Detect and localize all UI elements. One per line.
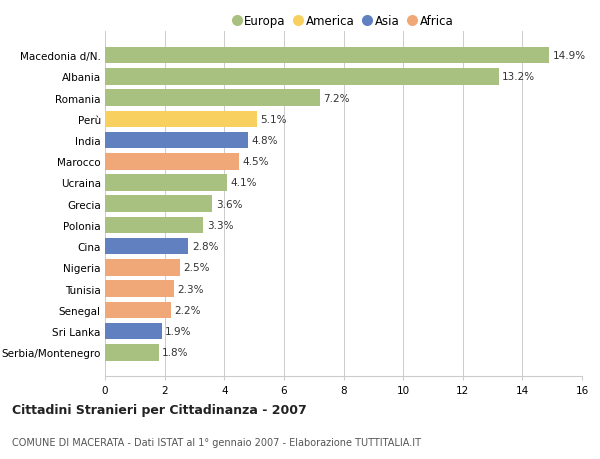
Text: 4.8%: 4.8% (251, 136, 278, 146)
Bar (105, 238, 188, 255)
Text: 14.9%: 14.9% (553, 51, 586, 61)
Bar (105, 259, 179, 276)
Text: 7.2%: 7.2% (323, 93, 350, 103)
Bar (105, 175, 227, 191)
Text: 4.1%: 4.1% (231, 178, 257, 188)
Bar (105, 69, 499, 85)
Bar (105, 217, 203, 234)
Legend: Europa, America, Asia, Africa: Europa, America, Asia, Africa (229, 11, 458, 33)
Bar (105, 111, 257, 128)
Bar (105, 344, 158, 361)
Text: COMUNE DI MACERATA - Dati ISTAT al 1° gennaio 2007 - Elaborazione TUTTITALIA.IT: COMUNE DI MACERATA - Dati ISTAT al 1° ge… (12, 437, 421, 447)
Text: 3.6%: 3.6% (216, 199, 242, 209)
Bar (105, 323, 161, 340)
Text: 4.5%: 4.5% (243, 157, 269, 167)
Text: 1.8%: 1.8% (162, 347, 189, 358)
Bar (105, 281, 173, 297)
Bar (105, 154, 239, 170)
Bar (105, 90, 320, 106)
Text: 2.2%: 2.2% (174, 305, 200, 315)
Text: 2.3%: 2.3% (177, 284, 203, 294)
Text: Cittadini Stranieri per Cittadinanza - 2007: Cittadini Stranieri per Cittadinanza - 2… (12, 403, 307, 416)
Bar (105, 196, 212, 213)
Text: 3.3%: 3.3% (207, 220, 233, 230)
Text: 13.2%: 13.2% (502, 72, 535, 82)
Bar (105, 48, 549, 64)
Text: 2.5%: 2.5% (183, 263, 209, 273)
Text: 2.8%: 2.8% (192, 241, 218, 252)
Bar (105, 302, 170, 319)
Text: 5.1%: 5.1% (260, 115, 287, 124)
Text: 1.9%: 1.9% (165, 326, 192, 336)
Bar (105, 133, 248, 149)
